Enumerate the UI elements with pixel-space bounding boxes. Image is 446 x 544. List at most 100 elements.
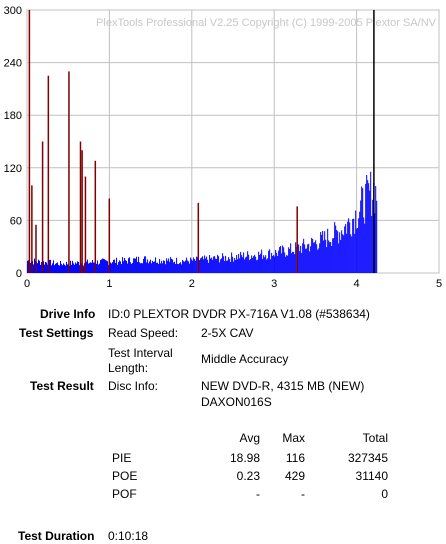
pie-bar — [45, 262, 47, 273]
stats-row-pof-name: POF — [112, 487, 137, 501]
pie-bar — [199, 260, 201, 273]
y-tick-label-3: 180 — [4, 110, 22, 122]
pie-bar — [207, 259, 209, 273]
pie-bar — [240, 251, 242, 273]
pie-bar — [340, 239, 342, 273]
pie-bar — [39, 260, 41, 273]
pie-bar — [132, 262, 134, 273]
pie-bar — [100, 260, 102, 273]
pie-bar — [326, 247, 328, 273]
pie-bar — [98, 264, 100, 273]
pie-bar — [206, 256, 208, 273]
pie-bar — [181, 264, 183, 273]
pie-bar — [375, 185, 377, 273]
pie-bar — [268, 250, 270, 273]
pie-bar — [137, 261, 139, 273]
pie-bar — [257, 259, 259, 273]
pie-bar — [93, 262, 95, 273]
pie-bar — [205, 258, 207, 273]
pie-bar — [184, 261, 186, 273]
pie-bar — [306, 248, 308, 273]
pie-bar — [201, 257, 203, 273]
pie-bar — [229, 259, 231, 273]
stats-header-avg: Avg — [239, 431, 260, 445]
pie-bar — [352, 218, 354, 273]
pie-bar — [281, 253, 283, 273]
pie-bar — [185, 260, 187, 273]
pie-bar — [210, 258, 212, 273]
pie-bar — [34, 258, 36, 273]
y-tick-label-0: 0 — [16, 268, 22, 280]
pie-bar — [264, 257, 266, 273]
pie-bar — [58, 264, 60, 273]
pie-bar — [44, 264, 46, 273]
pie-bar — [186, 257, 188, 273]
pie-bar — [291, 253, 293, 273]
pie-bar — [369, 190, 371, 273]
stats-row-pie-avg: 18.98 — [229, 451, 260, 465]
pie-bar — [196, 256, 198, 273]
pie-bar — [349, 222, 351, 273]
pie-bar — [324, 231, 326, 273]
pie-bar — [273, 255, 275, 273]
pie-bar — [50, 259, 52, 273]
pie-bar — [290, 243, 292, 273]
pie-bar — [178, 264, 180, 273]
pie-bar — [138, 256, 140, 273]
pie-bar — [102, 258, 104, 273]
pie-bar — [235, 259, 237, 273]
pie-bar — [175, 263, 177, 273]
pie-bar — [330, 241, 332, 273]
x-tick-label-2: 2 — [189, 278, 195, 290]
pie-bar — [169, 261, 171, 273]
pie-bar — [28, 260, 30, 273]
pie-bar — [153, 261, 155, 273]
poe-bar — [197, 202, 200, 273]
pie-bar — [370, 171, 372, 273]
poe-bar — [31, 185, 33, 273]
pie-bar — [143, 258, 145, 273]
test-duration-value: 0:10:18 — [108, 529, 149, 543]
pie-bar — [105, 259, 107, 273]
pie-bar — [304, 244, 306, 273]
pie-bar — [309, 251, 311, 273]
pie-bar — [77, 261, 79, 273]
disc-info-line1: NEW DVD-R, 4315 MB (NEW) — [201, 379, 365, 393]
pie-bar — [62, 265, 64, 273]
pie-bar — [57, 262, 59, 273]
pie-bar — [216, 258, 218, 273]
pie-bar — [350, 234, 352, 273]
test-settings-label: Test Settings — [19, 326, 94, 340]
pie-bar — [332, 238, 334, 273]
pie-bar — [167, 260, 169, 273]
pie-bar — [227, 260, 229, 273]
pie-bar — [86, 261, 88, 273]
pie-bar — [115, 262, 117, 273]
pie-bar — [180, 262, 182, 273]
pie-bar — [365, 183, 367, 273]
stats-row-pie-total: 327345 — [347, 451, 388, 465]
pie-bar — [131, 264, 133, 273]
pie-bar — [325, 239, 327, 273]
pie-bar — [247, 251, 249, 273]
pie-bar — [345, 224, 347, 273]
pie-bar — [149, 261, 151, 273]
pie-bar — [314, 242, 316, 273]
disc-info-label: Disc Info: — [108, 379, 159, 393]
pie-bar — [130, 262, 132, 273]
pie-bar — [351, 236, 353, 273]
pie-bar — [336, 229, 338, 273]
pie-bar — [272, 255, 274, 273]
pie-bar — [189, 263, 191, 273]
pie-bar — [127, 263, 129, 273]
pie-bar — [150, 259, 152, 273]
pie-bar — [148, 263, 150, 273]
drive-info-value: ID:0 PLEXTOR DVDR PX-716A V1.08 (#538634… — [108, 307, 370, 321]
pie-bar — [140, 263, 142, 273]
pie-bar — [328, 240, 330, 273]
pie-bar — [256, 260, 258, 273]
pie-bar — [106, 260, 108, 273]
test-result-label: Test Result — [30, 379, 94, 393]
pie-bar — [200, 258, 202, 273]
pie-bar — [261, 249, 263, 273]
